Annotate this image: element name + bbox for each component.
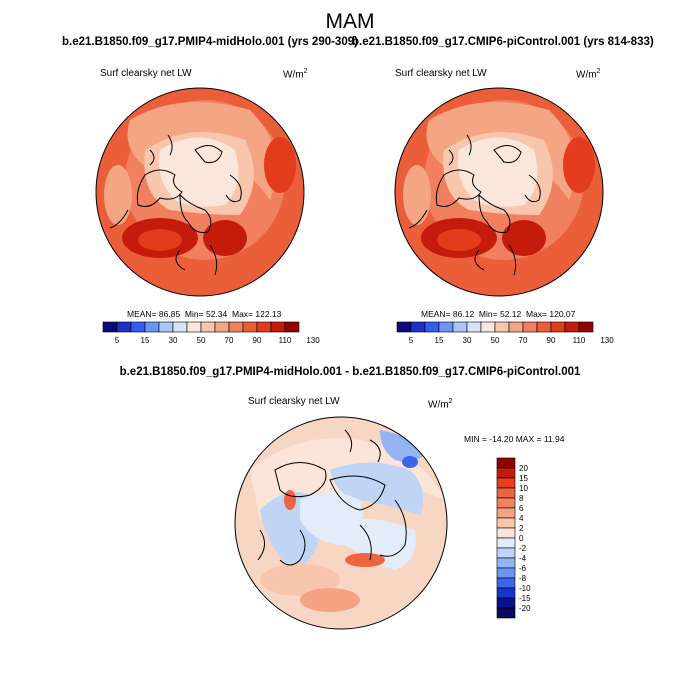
colorbar-box [158,321,174,333]
colorbar-box [578,321,594,333]
colorbar-tick-label: -6 [519,564,527,573]
colorbar-box [494,321,510,333]
colorbar-tick-label: 2 [519,524,524,533]
left-units-label: W/m2 [283,68,308,81]
colorbar-box [438,321,454,333]
right-stats: MEAN= 86.12 Min= 52.12 Max= 120.07 [421,309,576,319]
colorbar-tick-label: -20 [519,604,531,613]
colorbar-tick-label: 70 [225,336,234,345]
colorbar-box [496,487,516,499]
colorbar-box [116,321,132,333]
colorbar-tick-label: -15 [519,594,531,603]
colorbar-tick-label: 130 [600,336,614,345]
colorbar-tick-label: -8 [519,574,527,583]
colorbar-tick-label: -2 [519,544,527,553]
colorbar-tick-label: 30 [463,336,472,345]
colorbar-box [242,321,258,333]
colorbar-tick-label: 20 [519,464,528,473]
colorbar-box [496,607,516,619]
right-units-label: W/m2 [576,68,601,81]
colorbar-tick-label: 50 [491,336,500,345]
colorbar-box [496,517,516,529]
colorbar-box [144,321,160,333]
difference-title: b.e21.B1850.f09_g17.PMIP4-midHolo.001 - … [119,366,581,378]
colorbar-tick-label: 90 [547,336,556,345]
colorbar-box [130,321,146,333]
colorbar-box [496,597,516,609]
colorbar-box [496,467,516,479]
colorbar-tick-label: 10 [519,484,528,493]
colorbar-box [550,321,566,333]
colorbar-tick-label: 70 [519,336,528,345]
colorbar-box [522,321,538,333]
colorbar-tick-label: 5 [115,336,120,345]
right-variable-label: Surf clearsky net LW [395,68,487,79]
colorbar-box [496,477,516,489]
colorbar-tick-label: 110 [573,336,586,345]
difference-units-label: W/m2 [428,398,453,411]
right-colorbar: 5 15 30 50 70 90 110 130 [396,321,614,345]
colorbar-box [496,537,516,549]
colorbar-box [200,321,216,333]
figure-title: MAM [325,10,375,33]
colorbar-box [186,321,202,333]
colorbar-box [496,497,516,509]
colorbar-tick-label: 90 [253,336,262,345]
colorbar-box [496,587,516,599]
left-variable-label: Surf clearsky net LW [100,68,192,79]
left-stats: MEAN= 86.85 Min= 52.34 Max= 122.13 [127,309,282,319]
colorbar-box [172,321,188,333]
colorbar-box [496,527,516,539]
colorbar-tick-label: 0 [519,534,524,543]
colorbar-tick-label: 15 [141,336,150,345]
colorbar-box [228,321,244,333]
colorbar-tick-label: 8 [519,494,524,503]
left-panel-title: b.e21.B1850.f09_g17.PMIP4-midHolo.001 (y… [62,36,358,48]
colorbar-tick-label: 15 [519,474,528,483]
colorbar-tick-label: 50 [197,336,206,345]
colorbar-tick-label: -10 [519,584,531,593]
colorbar-box [496,557,516,569]
colorbar-box [256,321,272,333]
colorbar-tick-label: -4 [519,554,527,563]
colorbar-box [452,321,468,333]
colorbar-box [466,321,482,333]
colorbar-box [496,507,516,519]
colorbar-box [424,321,440,333]
colorbar-box [508,321,524,333]
colorbar-box [564,321,580,333]
colorbar-tick-label: 30 [169,336,178,345]
colorbar-tick-label: 6 [519,504,524,513]
left-colorbar: 5 15 30 50 70 90 110 130 [102,321,320,345]
colorbar-box [270,321,286,333]
colorbar-box [410,321,426,333]
right-panel-title: b.e21.B1850.f09_g17.CMIP6-piControl.001 … [352,36,654,48]
colorbar-tick-label: 4 [519,514,524,523]
colorbar-box [496,457,516,469]
difference-stats: MIN = -14.20 MAX = 11.94 [464,434,565,444]
colorbar-box [480,321,496,333]
colorbar-box [102,321,118,333]
colorbar-box [284,321,300,333]
colorbar-tick-label: 5 [409,336,414,345]
colorbar-box [496,547,516,559]
colorbar-tick-label: 15 [435,336,444,345]
colorbar-tick-label: 110 [279,336,292,345]
colorbar-box [536,321,552,333]
colorbar-tick-label: 130 [306,336,320,345]
colorbar-box [214,321,230,333]
difference-variable-label: Surf clearsky net LW [248,396,340,407]
colorbar-box [396,321,412,333]
colorbar-box [496,577,516,589]
colorbar-box [496,567,516,579]
